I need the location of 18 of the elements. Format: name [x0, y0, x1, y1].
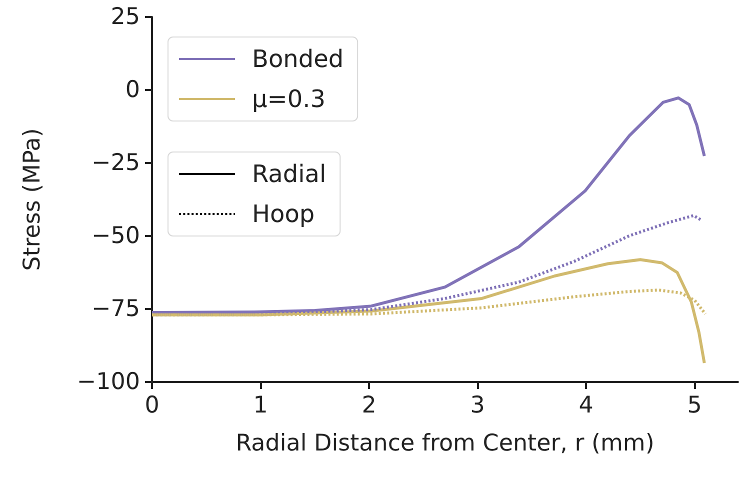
x-tick-label: 3 — [470, 392, 485, 418]
y-tick-label: −25 — [91, 150, 140, 176]
x-tick-label: 5 — [687, 392, 702, 418]
legend-label: μ=0.3 — [252, 85, 326, 113]
x-axis-title: Radial Distance from Center, r (mm) — [236, 430, 654, 456]
y-axis-title: Stress (MPa) — [20, 128, 46, 271]
y-tick-label: 0 — [125, 77, 140, 103]
x-tick-label: 1 — [253, 392, 268, 418]
y-tick-label: −75 — [91, 296, 140, 322]
legend-label: Radial — [252, 160, 326, 188]
x-tick-label: 0 — [144, 392, 160, 418]
y-tick-label: −100 — [76, 369, 140, 395]
legend-label: Hoop — [252, 200, 315, 228]
x-tick-label: 2 — [362, 392, 376, 418]
y-tick-label: −50 — [91, 223, 140, 249]
x-tick-label: 4 — [578, 392, 594, 418]
legend-label: Bonded — [252, 45, 344, 73]
y-tick-label: 25 — [110, 4, 140, 30]
